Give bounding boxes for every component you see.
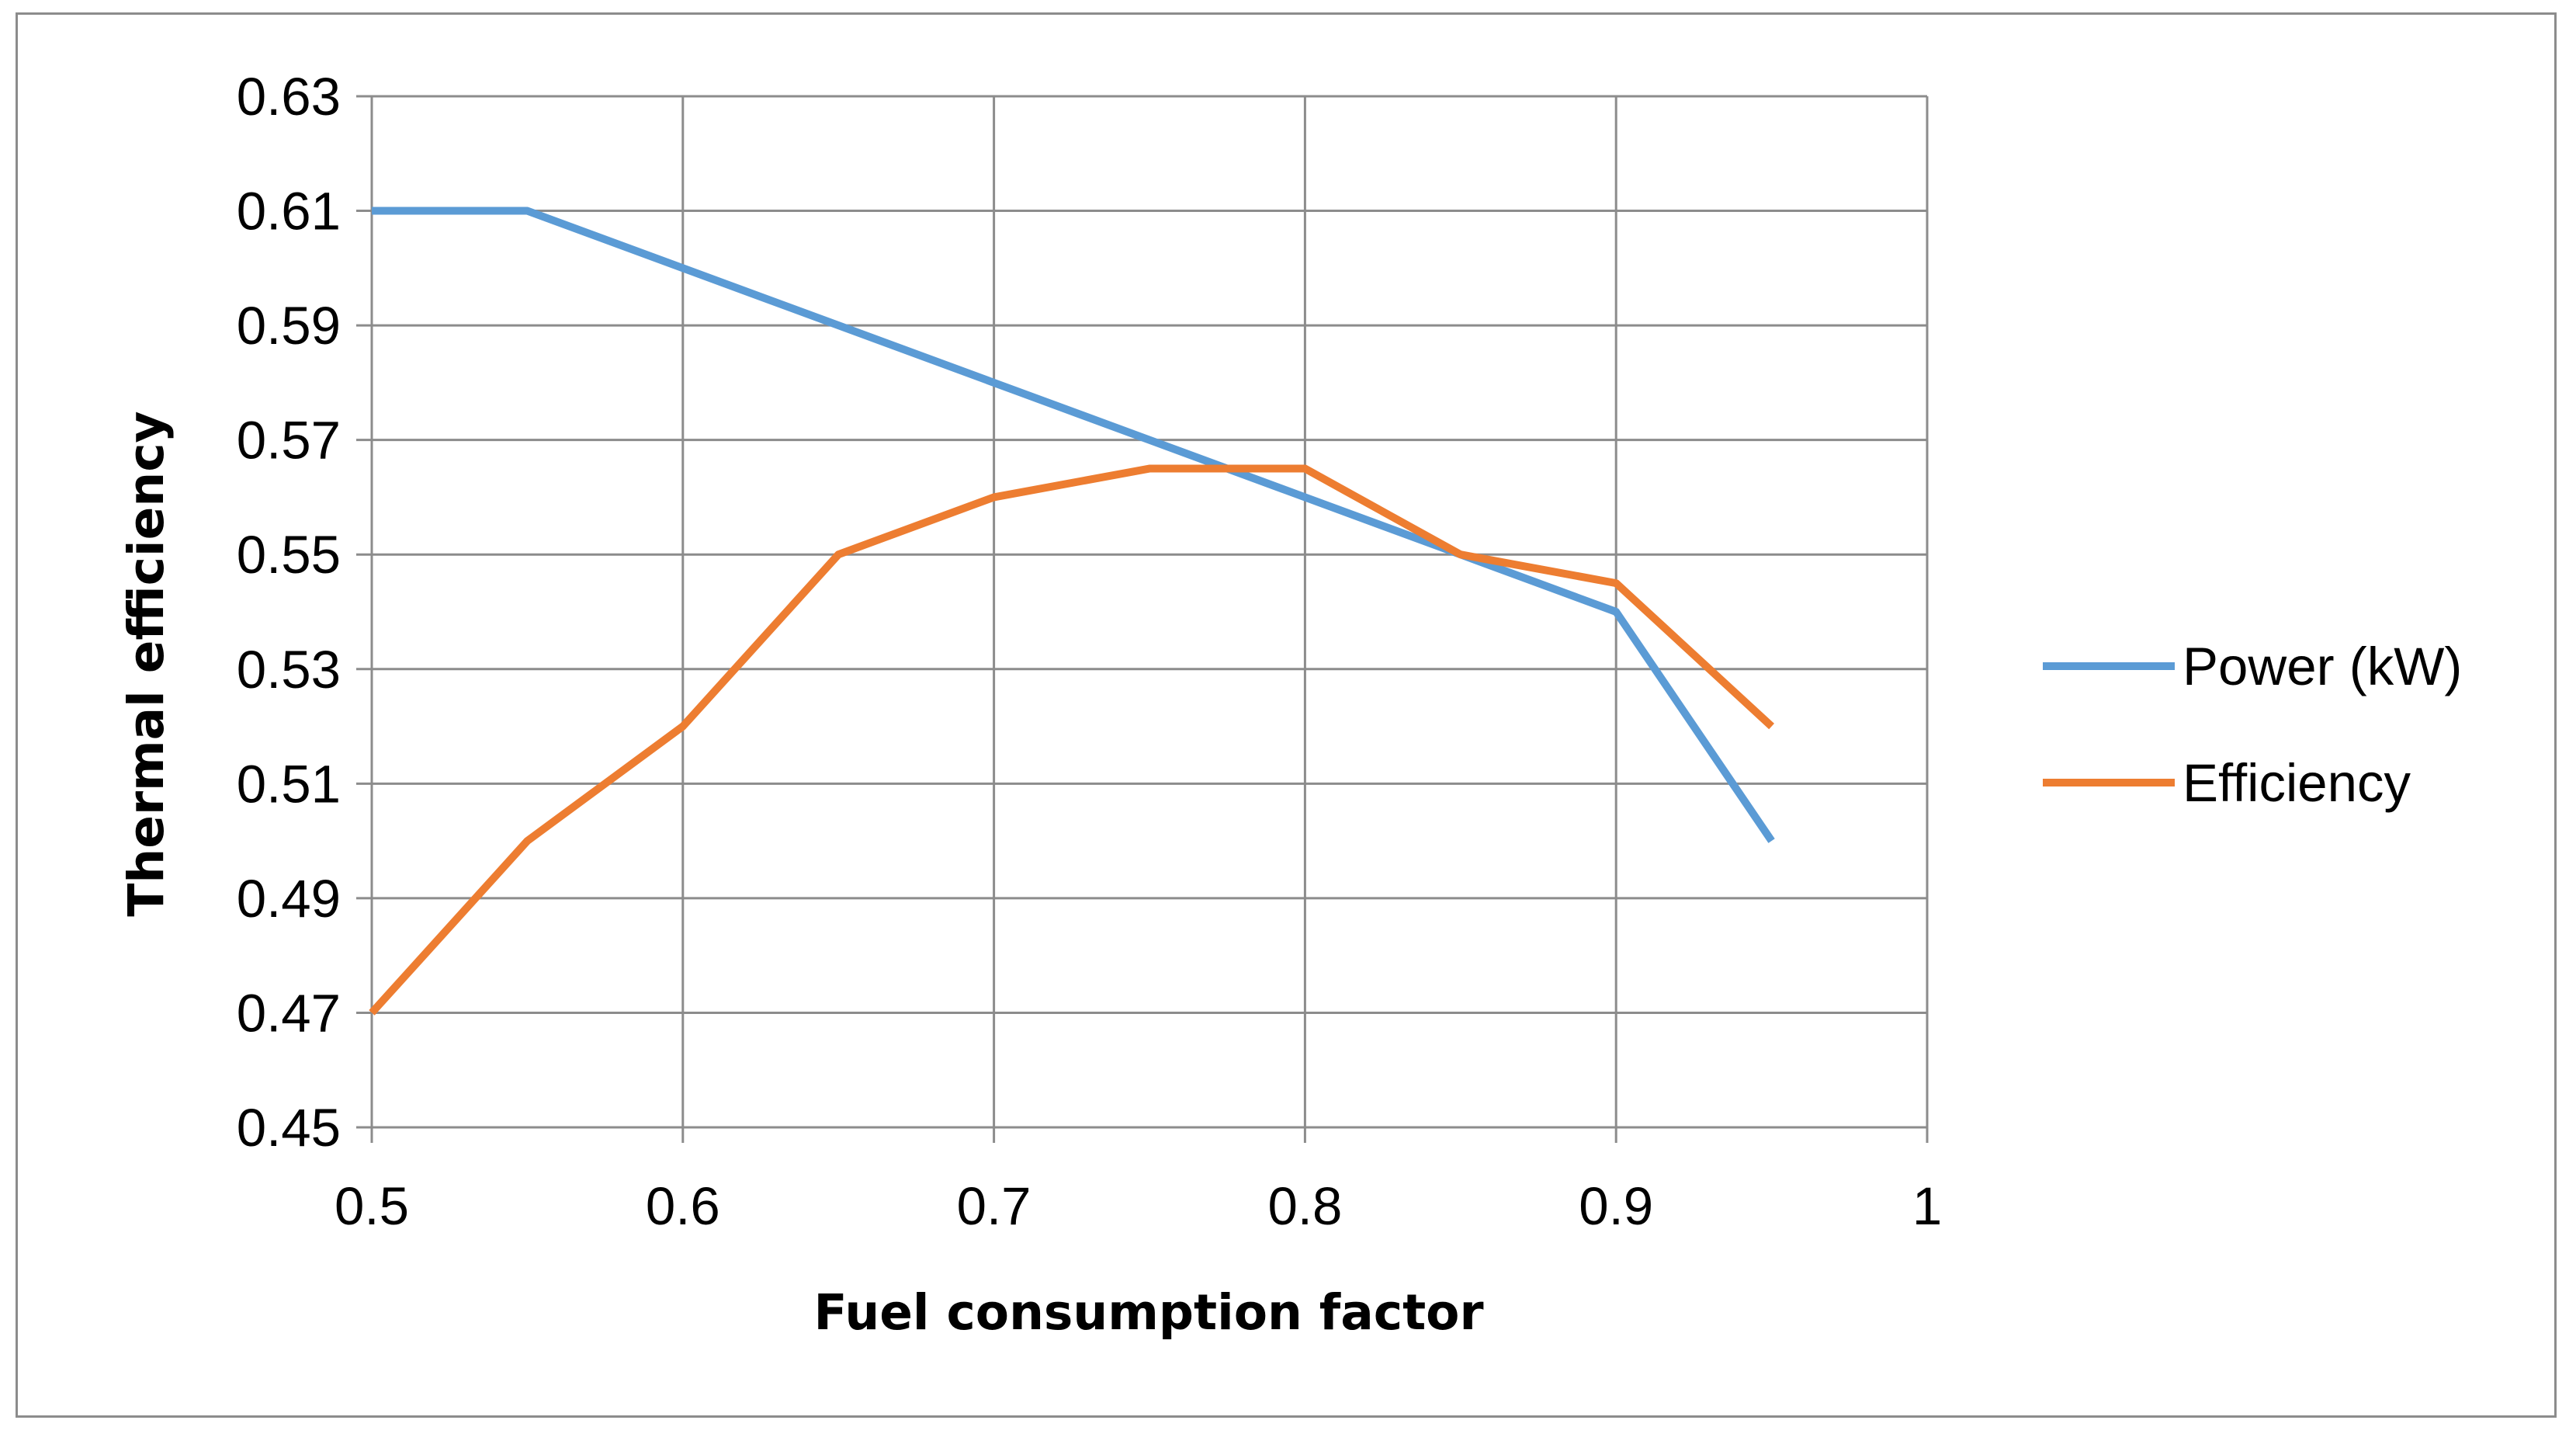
chart-frame	[16, 12, 2557, 1418]
x-tick-label: 1	[1912, 1176, 1942, 1236]
y-tick-label: 0.55	[237, 525, 341, 585]
y-axis-title: Thermal efficiency	[118, 411, 175, 916]
x-tick-label: 0.5	[335, 1176, 409, 1236]
x-tick-label: 0.6	[646, 1176, 720, 1236]
tick-labels: 0.450.470.490.510.530.550.570.590.610.63…	[237, 67, 1942, 1236]
y-tick-label: 0.53	[237, 640, 341, 700]
series-line-power	[372, 207, 1775, 843]
gridlines	[356, 95, 1929, 1143]
legend: Power (kW) Efficiency	[2043, 637, 2462, 813]
x-axis-title: Fuel consumption factor	[813, 1284, 1483, 1341]
legend-label-power: Power (kW)	[2182, 637, 2462, 696]
legend-label-efficiency: Efficiency	[2182, 753, 2411, 813]
y-tick-label: 0.59	[237, 296, 341, 356]
series-line-efficiency	[369, 464, 1774, 1016]
series-lines	[369, 207, 1775, 1016]
y-tick-label: 0.45	[237, 1098, 341, 1158]
y-tick-label: 0.49	[237, 869, 341, 929]
x-tick-label: 0.9	[1579, 1176, 1653, 1236]
y-tick-label: 0.63	[237, 67, 341, 127]
y-tick-label: 0.61	[237, 182, 341, 241]
y-tick-label: 0.57	[237, 411, 341, 470]
x-tick-label: 0.7	[957, 1176, 1031, 1236]
y-tick-label: 0.47	[237, 983, 341, 1043]
x-tick-label: 0.8	[1267, 1176, 1342, 1236]
axes	[356, 96, 1927, 1129]
y-tick-label: 0.51	[237, 754, 341, 814]
